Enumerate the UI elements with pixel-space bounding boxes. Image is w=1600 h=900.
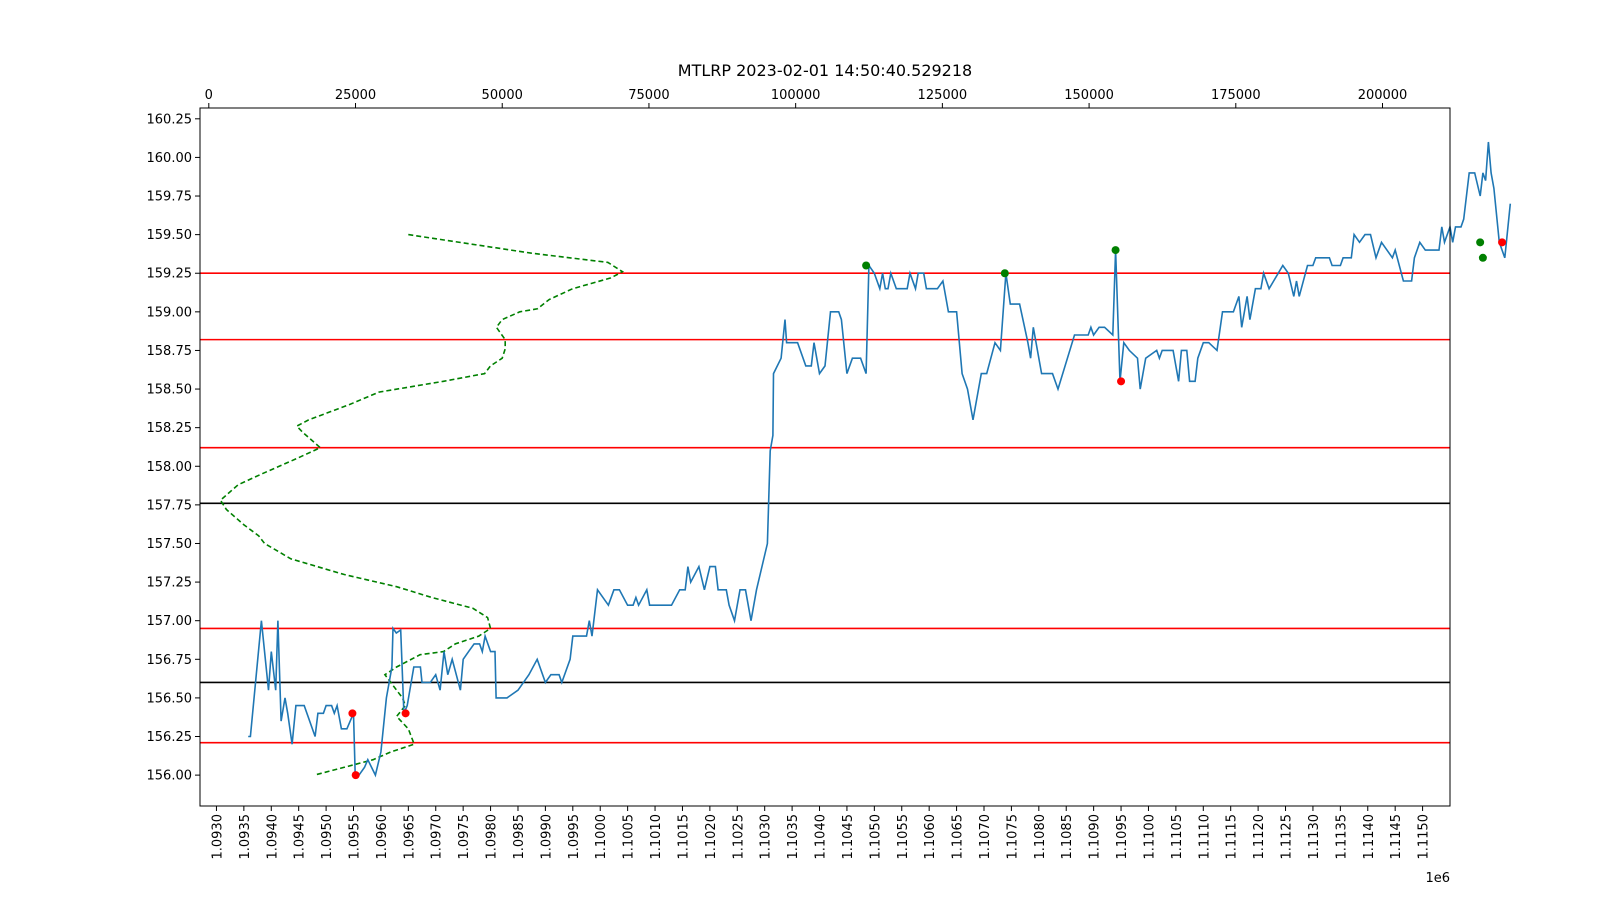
volume-profile-line <box>219 233 625 776</box>
x-tick-label: 1.1140 <box>1362 814 1377 860</box>
x-tick-label: 1.1060 <box>923 814 938 860</box>
red-signal-marker <box>1498 238 1507 247</box>
x-tick-label: 1.1025 <box>731 814 746 860</box>
plot-background <box>200 108 1450 806</box>
signal-markers-layer <box>348 238 1507 780</box>
x-tick-label: 1.1095 <box>1115 814 1130 860</box>
top-tick-label: 0 <box>205 88 213 103</box>
x-tick-label: 1.1085 <box>1060 814 1075 860</box>
x-tick-label: 1.0990 <box>539 814 554 860</box>
x-tick-label: 1.0985 <box>512 814 527 860</box>
x-tick-label: 1.1135 <box>1334 814 1349 860</box>
x-tick-label: 1.0960 <box>375 814 390 860</box>
x-tick-label: 1.1040 <box>814 814 829 860</box>
x-offset-label: 1e6 <box>1425 871 1450 886</box>
y-tick-label: 156.50 <box>147 691 193 706</box>
x-tick-label: 1.1005 <box>622 814 637 860</box>
x-tick-label: 1.1015 <box>676 814 691 860</box>
x-tick-label: 1.0965 <box>402 814 417 860</box>
red-signal-marker <box>1117 377 1126 386</box>
x-tick-label: 1.0995 <box>567 814 582 860</box>
y-tick-label: 157.00 <box>147 614 193 629</box>
y-tick-label: 158.25 <box>147 421 193 436</box>
top-tick-label: 200000 <box>1358 88 1408 103</box>
top-tick-label: 25000 <box>335 88 376 103</box>
horizontal-lines <box>200 272 1450 744</box>
y-tick-label: 158.75 <box>147 344 193 359</box>
x-tick-label: 1.1030 <box>759 814 774 860</box>
y-tick-label: 158.00 <box>147 460 193 475</box>
green-signal-marker <box>1476 238 1485 247</box>
x-tick-label: 1.0955 <box>348 814 363 860</box>
green-signal-marker <box>862 261 871 270</box>
price-series-layer <box>248 141 1512 778</box>
plot-frame <box>199 107 1451 807</box>
volume-profile-layer <box>219 233 625 776</box>
y-tick-label: 159.25 <box>147 267 193 282</box>
top-tick-label: 75000 <box>628 88 669 103</box>
x-tick-label: 1.1075 <box>1005 814 1020 860</box>
red-signal-marker <box>351 771 360 780</box>
top-tick-label: 175000 <box>1211 88 1261 103</box>
red-signal-marker <box>401 709 410 718</box>
top-tick-label: 125000 <box>918 88 968 103</box>
x-tick-label: 1.0935 <box>238 814 253 860</box>
x-tick-label: 1.1035 <box>786 814 801 860</box>
y-tick-label: 156.75 <box>147 653 193 668</box>
x-tick-label: 1.1110 <box>1197 814 1212 860</box>
y-tick-label: 157.50 <box>147 537 193 552</box>
left-y-axis: 156.00 156.25 156.50 156.75 157.00 157.25 157.… <box>147 112 200 784</box>
y-tick-label: 160.00 <box>147 151 193 166</box>
x-tick-label: 1.0980 <box>485 814 500 860</box>
y-tick-label: 159.00 <box>147 305 193 320</box>
x-tick-label: 1.1100 <box>1142 814 1157 860</box>
x-tick-label: 1.1090 <box>1088 814 1103 860</box>
x-tick-label: 1.1070 <box>978 814 993 860</box>
top-x-axis: 0 25000 50000 75000 100000 125000 150000 175000… <box>205 88 1408 108</box>
green-signal-marker <box>1478 253 1487 262</box>
x-tick-label: 1.1150 <box>1417 814 1432 860</box>
green-signal-marker <box>1111 246 1120 255</box>
y-tick-label: 160.25 <box>147 112 193 127</box>
x-tick-label: 1.1050 <box>868 814 883 860</box>
y-tick-label: 157.25 <box>147 576 193 591</box>
bottom-x-axis: 1.0930 1.0935 1.0940 1.0945 1.0950 1.0955 1.09… <box>210 806 1432 860</box>
y-tick-label: 156.25 <box>147 730 193 745</box>
price-line <box>248 141 1512 778</box>
green-signal-marker <box>1000 269 1009 278</box>
x-tick-label: 1.1045 <box>841 814 856 860</box>
x-tick-label: 1.1120 <box>1252 814 1267 860</box>
y-tick-label: 158.50 <box>147 383 193 398</box>
top-tick-label: 100000 <box>771 88 821 103</box>
x-tick-label: 1.0950 <box>320 814 335 860</box>
x-tick-label: 1.1065 <box>951 814 966 860</box>
x-tick-label: 1.0970 <box>430 814 445 860</box>
x-tick-label: 1.0940 <box>265 814 280 860</box>
x-tick-label: 1.0930 <box>210 814 225 860</box>
x-tick-label: 1.1115 <box>1225 814 1240 860</box>
x-tick-label: 1.1020 <box>704 814 719 860</box>
x-tick-label: 1.1125 <box>1280 814 1295 860</box>
y-tick-label: 159.50 <box>147 228 193 243</box>
x-tick-label: 1.1000 <box>594 814 609 860</box>
x-tick-label: 1.1145 <box>1389 814 1404 860</box>
y-tick-label: 159.75 <box>147 190 193 205</box>
x-tick-label: 1.1010 <box>649 814 664 860</box>
x-tick-label: 1.0975 <box>457 814 472 860</box>
x-tick-label: 1.0945 <box>293 814 308 860</box>
y-tick-label: 156.00 <box>147 769 193 784</box>
x-tick-label: 1.1130 <box>1307 814 1322 860</box>
chart-title: MTLRP 2023-02-01 14:50:40.529218 <box>678 61 972 80</box>
x-tick-label: 1.1080 <box>1033 814 1048 860</box>
top-tick-label: 150000 <box>1064 88 1114 103</box>
top-tick-label: 50000 <box>482 88 523 103</box>
y-tick-label: 157.75 <box>147 498 193 513</box>
x-tick-label: 1.1105 <box>1170 814 1185 860</box>
red-signal-marker <box>348 709 357 718</box>
x-tick-label: 1.1055 <box>896 814 911 860</box>
